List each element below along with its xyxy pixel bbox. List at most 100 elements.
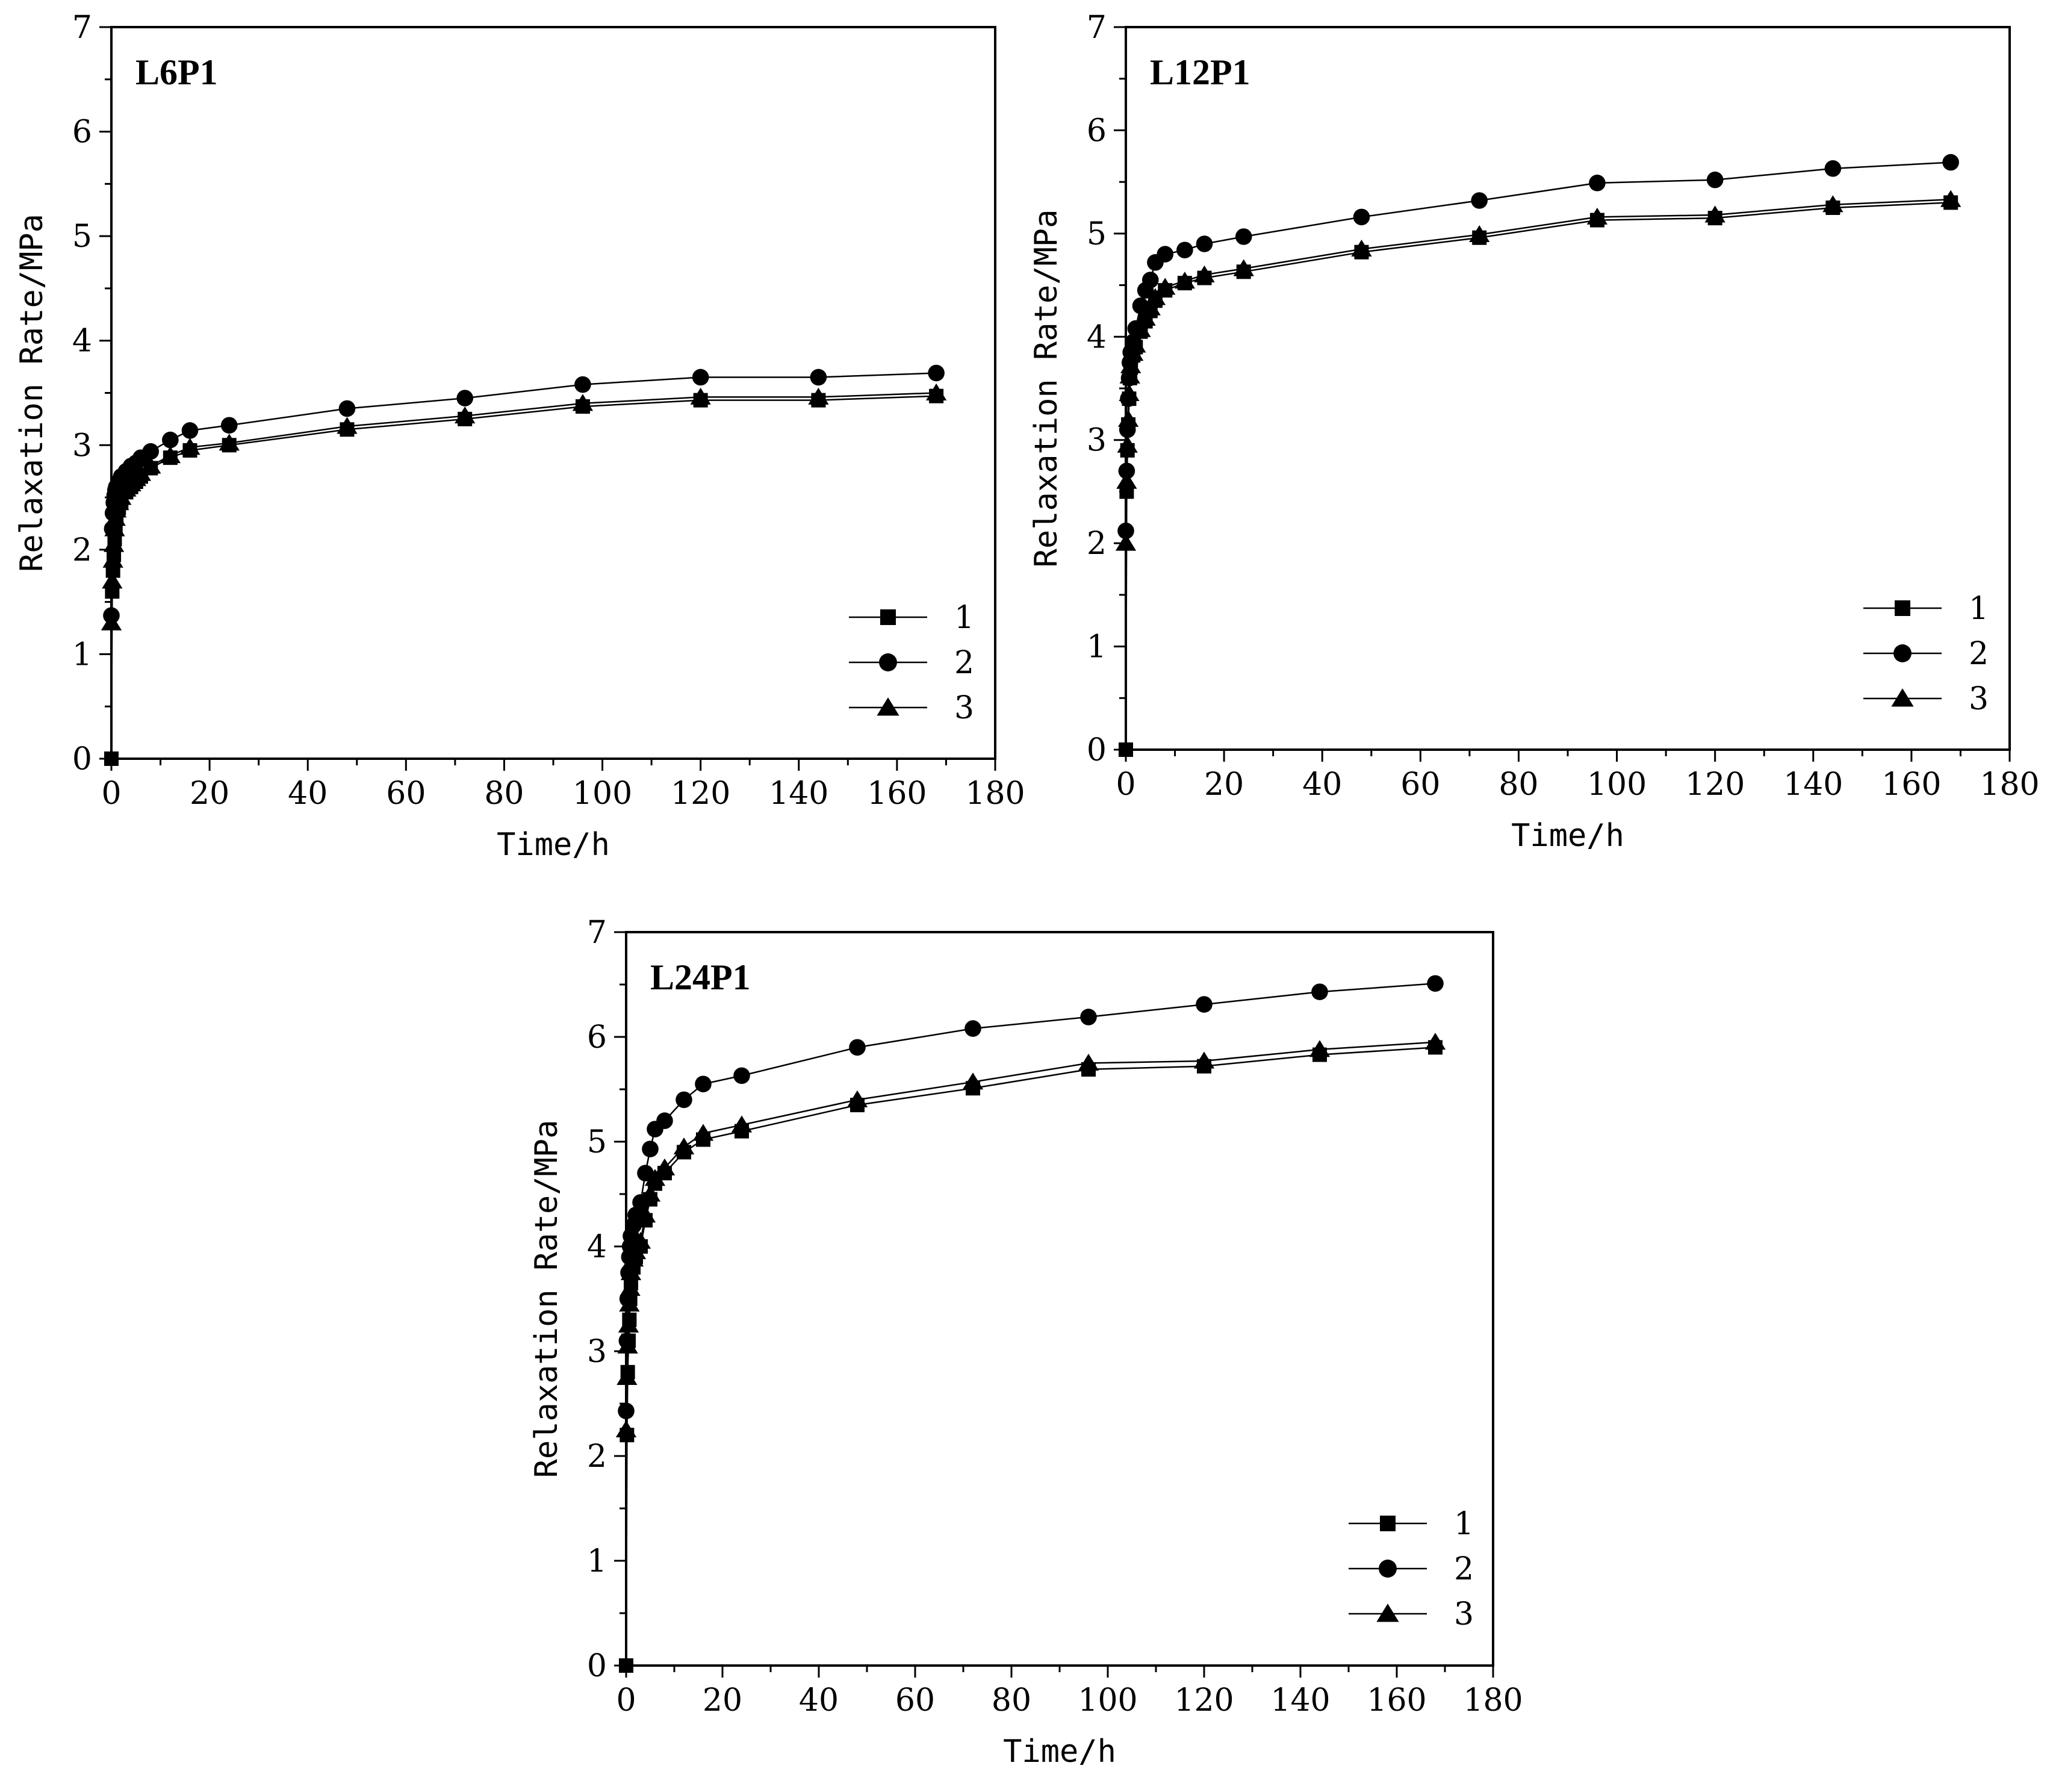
data-point xyxy=(615,1420,637,1437)
legend-item-2: 2 xyxy=(1863,636,1989,672)
data-point xyxy=(1309,1040,1331,1057)
legend-label: 1 xyxy=(1969,591,1989,627)
legend-marker xyxy=(1376,1604,1399,1622)
legend-label: 3 xyxy=(1454,1596,1474,1632)
x-tick-label: 60 xyxy=(1400,767,1440,803)
legend-marker xyxy=(880,609,896,625)
legend-item-1: 1 xyxy=(1863,591,1989,627)
data-point xyxy=(219,434,240,451)
y-axis-title: Relaxation Rate/MPa xyxy=(529,1120,565,1478)
series-line xyxy=(1125,199,1951,544)
legend-marker xyxy=(1895,600,1910,616)
data-point xyxy=(1822,195,1843,213)
data-point xyxy=(574,376,591,393)
data-point xyxy=(654,1158,676,1175)
x-axis-title: Time/h xyxy=(1003,1734,1116,1770)
x-tick-label: 60 xyxy=(895,1682,935,1719)
data-point xyxy=(962,1072,984,1090)
y-tick-label: 6 xyxy=(72,114,92,151)
data-point xyxy=(102,571,123,589)
legend-marker xyxy=(1891,688,1914,707)
series-line xyxy=(1125,161,1951,531)
data-point xyxy=(617,1336,638,1354)
y-tick-label: 2 xyxy=(72,532,92,568)
data-point xyxy=(1117,409,1139,427)
y-axis-title: Relaxation Rate/MPa xyxy=(1028,210,1064,568)
series-line xyxy=(625,1047,1436,1666)
chart-panel-l12p1: 0 20 40 60 80 100 120 140 160 180 0 1 2 3 4 5 6 7 Time/h Re… xyxy=(1028,10,2040,854)
x-tick-label: 0 xyxy=(101,776,121,812)
y-tick-label: 4 xyxy=(587,1229,607,1265)
y-tick-label: 7 xyxy=(72,10,92,46)
data-point xyxy=(142,443,160,460)
data-point xyxy=(103,535,125,552)
plot-frame xyxy=(1125,26,2011,751)
data-point xyxy=(1704,205,1725,223)
data-point xyxy=(1196,996,1213,1013)
y-tick-label: 3 xyxy=(72,428,92,464)
data-point xyxy=(639,1184,661,1202)
data-point xyxy=(1196,235,1213,252)
y-tick-label: 1 xyxy=(72,636,92,673)
data-point xyxy=(1141,272,1159,288)
data-point xyxy=(1135,308,1156,326)
data-point xyxy=(140,456,161,474)
series-line xyxy=(1125,202,1951,750)
data-point xyxy=(220,417,238,434)
data-point xyxy=(1469,225,1490,243)
data-point xyxy=(644,1169,666,1186)
data-point xyxy=(625,1242,647,1260)
chart-panel-l24p1: 0 20 40 60 80 100 120 140 160 180 0 1 2 3 4 5 6 7 Time/h Re… xyxy=(529,915,1523,1770)
data-point xyxy=(619,1658,633,1673)
y-tick-label: 4 xyxy=(72,323,92,359)
x-tick-label: 180 xyxy=(1980,767,2039,803)
data-point xyxy=(673,1137,695,1155)
legend-item-1: 1 xyxy=(1349,1506,1474,1542)
x-tick-label: 140 xyxy=(769,776,828,812)
x-tick-label: 80 xyxy=(1499,767,1538,803)
y-tick-label: 1 xyxy=(1087,629,1107,665)
data-point xyxy=(1471,192,1488,209)
data-point xyxy=(630,1231,651,1249)
legend-label: 3 xyxy=(1969,681,1989,717)
data-point xyxy=(731,1115,753,1133)
data-point xyxy=(1233,259,1254,276)
y-tick-label: 4 xyxy=(1087,319,1107,355)
x-tick-label: 140 xyxy=(1783,767,1843,803)
x-tick-label: 80 xyxy=(992,1682,1031,1719)
data-point xyxy=(1351,239,1372,257)
data-point xyxy=(928,364,945,382)
data-point xyxy=(690,387,711,405)
data-point xyxy=(1119,384,1140,402)
data-point xyxy=(1942,154,1959,171)
series-3 xyxy=(101,383,947,630)
series-1 xyxy=(619,1040,1443,1673)
x-tick-label: 160 xyxy=(867,776,927,812)
y-tick-label: 7 xyxy=(1087,10,1107,46)
x-tick-label: 140 xyxy=(1270,1682,1330,1719)
x-tick-label: 60 xyxy=(386,776,426,812)
data-point xyxy=(1117,435,1138,453)
legend-item-2: 2 xyxy=(849,645,974,681)
data-point xyxy=(179,438,200,455)
y-tick-label: 6 xyxy=(587,1019,607,1056)
data-point xyxy=(692,369,709,386)
y-tick-label: 5 xyxy=(1087,216,1107,252)
y-tick-label: 1 xyxy=(587,1543,607,1579)
legend-item-3: 3 xyxy=(1349,1596,1474,1632)
data-point xyxy=(1115,534,1137,551)
legend-marker xyxy=(1379,1560,1397,1578)
legend-marker xyxy=(877,697,899,716)
legend-item-1: 1 xyxy=(849,600,974,636)
y-tick-label: 5 xyxy=(72,219,92,255)
x-tick-label: 120 xyxy=(1174,1682,1234,1719)
data-point xyxy=(1145,288,1166,305)
legend-marker xyxy=(879,653,897,671)
legend-label: 3 xyxy=(954,690,974,726)
data-point xyxy=(733,1067,750,1084)
data-point xyxy=(104,519,125,537)
data-point xyxy=(1155,278,1176,295)
data-point xyxy=(617,1367,638,1385)
data-point xyxy=(1353,208,1370,226)
data-point xyxy=(1125,335,1146,353)
